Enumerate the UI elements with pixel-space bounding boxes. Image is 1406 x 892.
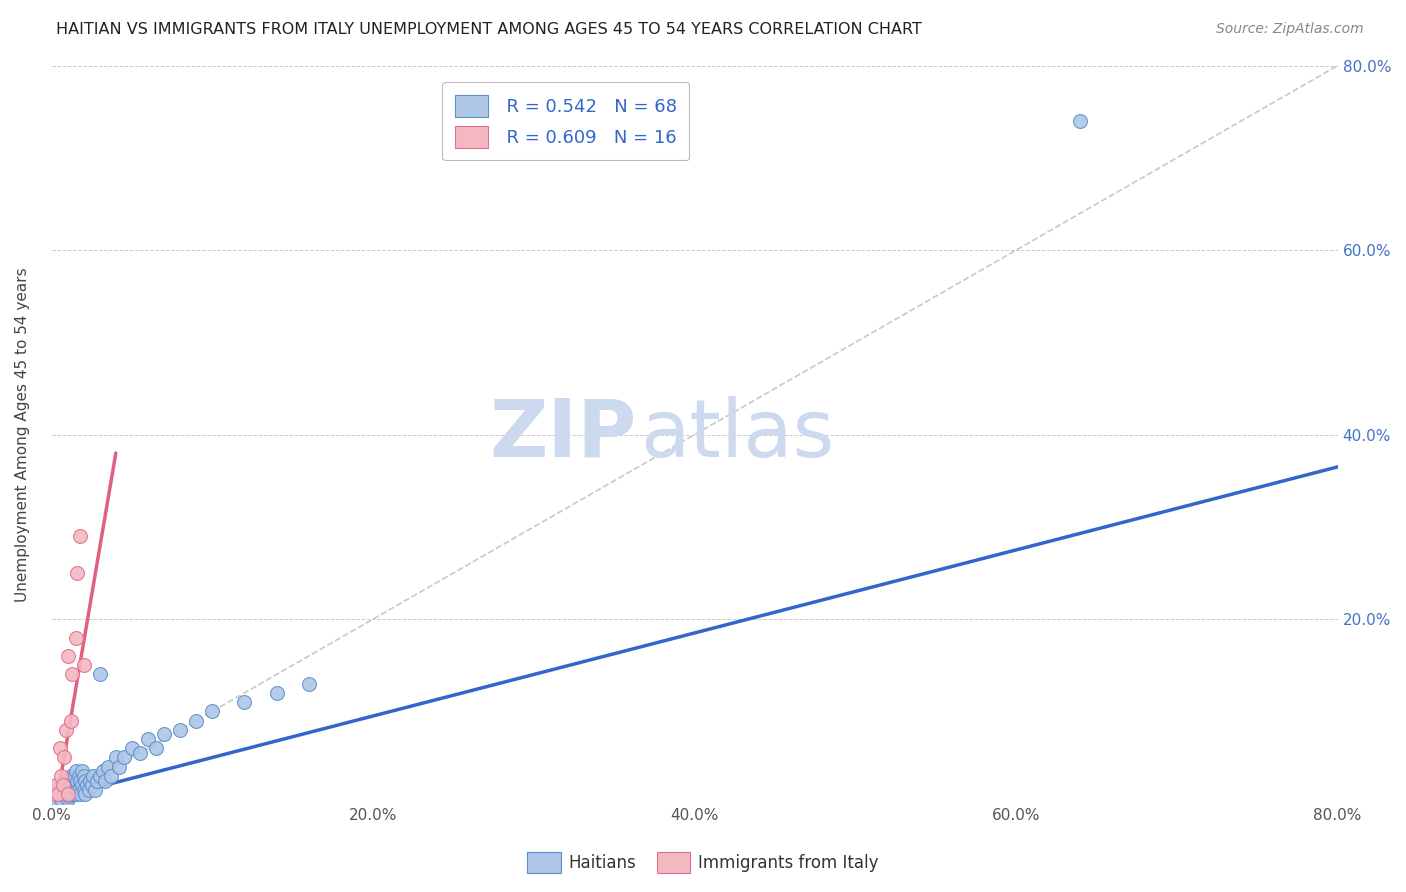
Point	[55, 789, 77, 804]
Point	[45, 792, 67, 806]
Point	[67, 769, 90, 783]
Point	[233, 695, 256, 709]
Point	[201, 704, 224, 718]
Point	[65, 764, 87, 779]
Point	[129, 746, 152, 760]
Point	[58, 780, 80, 794]
Point	[108, 760, 131, 774]
Text: ZIP: ZIP	[489, 396, 637, 474]
Point	[86, 773, 108, 788]
Point	[52, 778, 75, 792]
Y-axis label: Unemployment Among Ages 45 to 54 years: Unemployment Among Ages 45 to 54 years	[15, 268, 30, 602]
Text: atlas: atlas	[641, 396, 835, 474]
Point	[97, 760, 120, 774]
Text: HAITIAN VS IMMIGRANTS FROM ITALY UNEMPLOYMENT AMONG AGES 45 TO 54 YEARS CORRELAT: HAITIAN VS IMMIGRANTS FROM ITALY UNEMPLO…	[56, 22, 922, 37]
Point	[62, 773, 84, 788]
Point	[59, 788, 82, 802]
Point	[65, 631, 87, 645]
Point	[112, 750, 135, 764]
Point	[58, 789, 80, 804]
Point	[44, 788, 66, 802]
Point	[76, 778, 98, 792]
Point	[75, 773, 97, 788]
Text: Source: ZipAtlas.com: Source: ZipAtlas.com	[1216, 22, 1364, 37]
Point	[52, 788, 75, 802]
Point	[63, 782, 86, 797]
Point	[66, 566, 89, 580]
Point	[104, 750, 127, 764]
Point	[91, 764, 114, 779]
Point	[59, 769, 82, 783]
Point	[44, 792, 66, 806]
Point	[53, 778, 76, 792]
Point	[84, 782, 107, 797]
Point	[56, 778, 79, 792]
Point	[63, 769, 86, 783]
Point	[77, 782, 100, 797]
Point	[73, 769, 96, 783]
Point	[69, 773, 91, 788]
Point	[100, 769, 122, 783]
Point	[48, 778, 70, 792]
Point	[298, 676, 321, 690]
Point	[55, 782, 77, 797]
Point	[69, 788, 91, 802]
Point	[56, 792, 79, 806]
Legend:   R = 0.542   N = 68,   R = 0.609   N = 16: R = 0.542 N = 68, R = 0.609 N = 16	[443, 82, 689, 161]
Point	[51, 792, 73, 806]
Legend: Haitians, Immigrants from Italy: Haitians, Immigrants from Italy	[520, 846, 886, 880]
Point	[65, 778, 87, 792]
Point	[55, 723, 77, 737]
Point	[1069, 114, 1091, 128]
Point	[48, 741, 70, 756]
Point	[59, 714, 82, 728]
Point	[93, 773, 115, 788]
Point	[70, 778, 93, 792]
Point	[45, 778, 67, 792]
Point	[69, 529, 91, 543]
Point	[186, 714, 208, 728]
Point	[66, 773, 89, 788]
Point	[56, 782, 79, 797]
Point	[136, 732, 159, 747]
Point	[153, 727, 176, 741]
Point	[266, 686, 288, 700]
Point	[65, 788, 87, 802]
Point	[62, 667, 84, 681]
Point	[56, 788, 79, 802]
Point	[75, 788, 97, 802]
Point	[89, 667, 111, 681]
Point	[53, 750, 76, 764]
Point	[53, 782, 76, 797]
Point	[46, 788, 69, 802]
Point	[73, 658, 96, 673]
Point	[56, 788, 79, 802]
Point	[67, 782, 90, 797]
Point	[62, 788, 84, 802]
Point	[51, 769, 73, 783]
Point	[46, 788, 69, 802]
Point	[70, 764, 93, 779]
Point	[145, 741, 167, 756]
Point	[66, 782, 89, 797]
Point	[59, 778, 82, 792]
Point	[82, 769, 104, 783]
Point	[89, 769, 111, 783]
Point	[56, 648, 79, 663]
Point	[169, 723, 191, 737]
Point	[80, 778, 103, 792]
Point	[48, 788, 70, 802]
Point	[73, 782, 96, 797]
Point	[79, 773, 101, 788]
Point	[56, 773, 79, 788]
Point	[121, 741, 143, 756]
